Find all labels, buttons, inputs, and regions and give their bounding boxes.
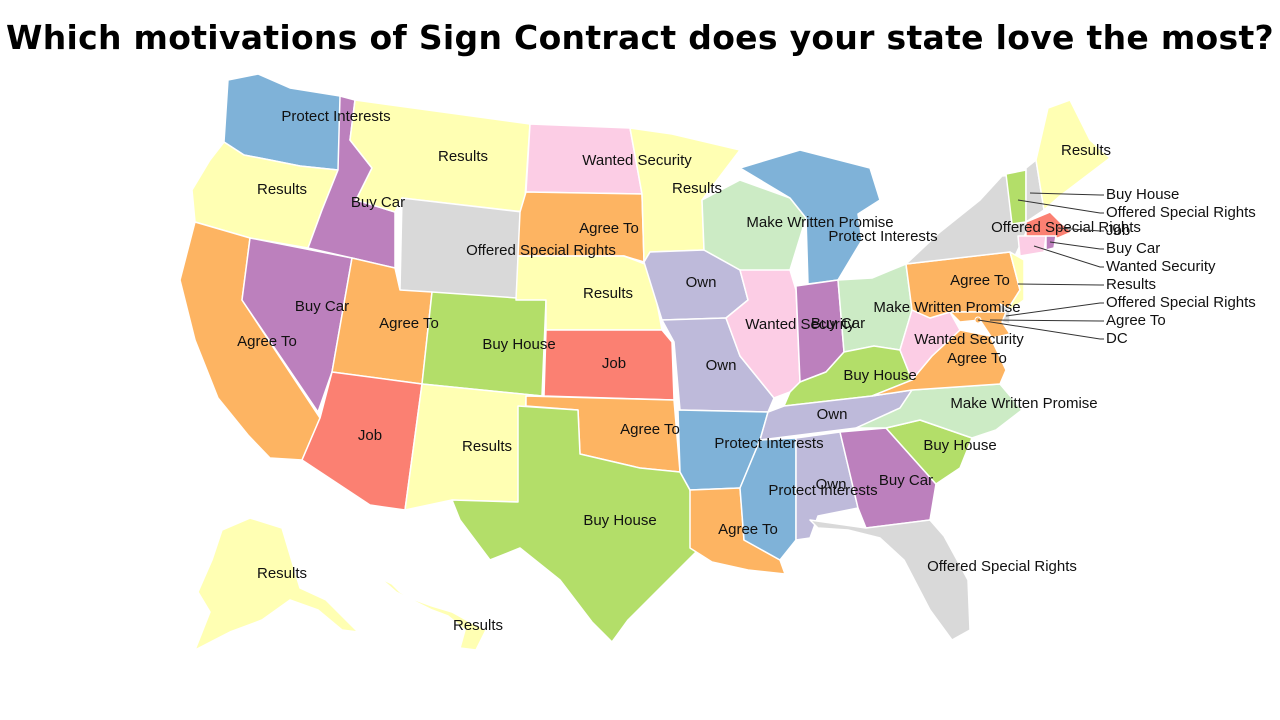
label-NV: Buy Car xyxy=(295,298,349,315)
label-NY: Offered Special Rights xyxy=(991,219,1141,236)
label-OK: Agree To xyxy=(620,421,680,438)
label-AK: Results xyxy=(257,565,307,582)
leader-line-MA xyxy=(1057,227,1104,232)
leader-line-NJ xyxy=(1017,283,1104,286)
label-OH: Make Written Promise xyxy=(873,299,1020,316)
label-WA: Protect Interests xyxy=(281,108,390,125)
state-MD[interactable] xyxy=(949,311,1011,339)
label-KS: Job xyxy=(602,355,626,372)
label-CO: Buy House xyxy=(482,336,555,353)
label-ID: Buy Car xyxy=(351,194,405,211)
label-WV: Wanted Security xyxy=(914,331,1024,348)
label-AL: Own xyxy=(816,476,847,493)
state-IL[interactable] xyxy=(725,269,801,399)
map-title: Which motivations of Sign Contract does … xyxy=(6,18,1274,57)
label-AZ: Job xyxy=(358,427,382,444)
label-AR: Protect Interests xyxy=(714,435,823,452)
label-WI: Make Written Promise xyxy=(746,214,893,231)
state-HI[interactable] xyxy=(379,577,487,651)
state-TX[interactable] xyxy=(451,405,701,643)
label-GA: Buy Car xyxy=(879,472,933,489)
label-IN: Buy Car xyxy=(811,315,865,332)
callout-label-MD: Agree To xyxy=(1106,312,1166,329)
label-UT: Agree To xyxy=(379,315,439,332)
leader-line-CT xyxy=(1033,245,1104,268)
callout-label-NH: Buy House xyxy=(1106,186,1179,203)
label-ME: Results xyxy=(1061,142,1111,159)
label-KY: Buy House xyxy=(843,367,916,384)
state-KS[interactable] xyxy=(543,329,675,401)
label-IA: Own xyxy=(686,274,717,291)
label-MT: Results xyxy=(438,148,488,165)
callout-label-DE: Offered Special Rights xyxy=(1106,294,1256,311)
label-FL: Offered Special Rights xyxy=(927,558,1077,575)
label-TN: Own xyxy=(817,406,848,423)
label-OR: Results xyxy=(257,181,307,198)
leader-line-DE xyxy=(1005,302,1104,317)
label-PA: Agree To xyxy=(950,272,1010,289)
label-TX: Buy House xyxy=(583,512,656,529)
leader-line-DC xyxy=(977,319,1104,340)
label-SD: Agree To xyxy=(579,220,639,237)
callout-label-CT: Wanted Security xyxy=(1106,258,1216,275)
state-labels: Protect Interests Results Agree To Buy Car B… xyxy=(237,108,1141,634)
label-NE: Results xyxy=(583,285,633,302)
label-WY: Offered Special Rights xyxy=(466,242,616,259)
leader-line-MD xyxy=(989,319,1104,322)
leader-line-VT xyxy=(1017,199,1104,214)
callout-label-NJ: Results xyxy=(1106,276,1156,293)
label-SC: Buy House xyxy=(923,437,996,454)
label-MO: Own xyxy=(706,357,737,374)
label-NM: Results xyxy=(462,438,512,455)
label-MI: Protect Interests xyxy=(828,228,937,245)
label-NC: Make Written Promise xyxy=(950,395,1097,412)
label-MS: Protect Interests xyxy=(768,482,877,499)
state-RI[interactable] xyxy=(1045,235,1057,251)
label-VA: Agree To xyxy=(947,350,1007,367)
label-HI: Results xyxy=(453,617,503,634)
label-CA: Agree To xyxy=(237,333,297,350)
state-MI[interactable] xyxy=(739,149,881,285)
callout-label-RI: Buy Car xyxy=(1106,240,1160,257)
leader-line-RI xyxy=(1049,241,1104,250)
callout-label-DC: DC xyxy=(1106,330,1128,347)
state-NC[interactable] xyxy=(855,383,1023,439)
label-LA: Agree To xyxy=(718,521,778,538)
callout-label-VT: Offered Special Rights xyxy=(1106,204,1256,221)
label-ND: Wanted Security xyxy=(582,152,692,169)
label-MN: Results xyxy=(672,180,722,197)
leader-line-NH xyxy=(1029,192,1104,196)
label-IL: Wanted Security xyxy=(745,316,855,333)
callout-label-MA: Job xyxy=(1106,222,1130,239)
state-FL[interactable] xyxy=(809,519,971,641)
state-CT[interactable] xyxy=(1017,235,1047,257)
state-AK[interactable] xyxy=(194,517,359,651)
state-ME[interactable] xyxy=(1035,99,1111,211)
